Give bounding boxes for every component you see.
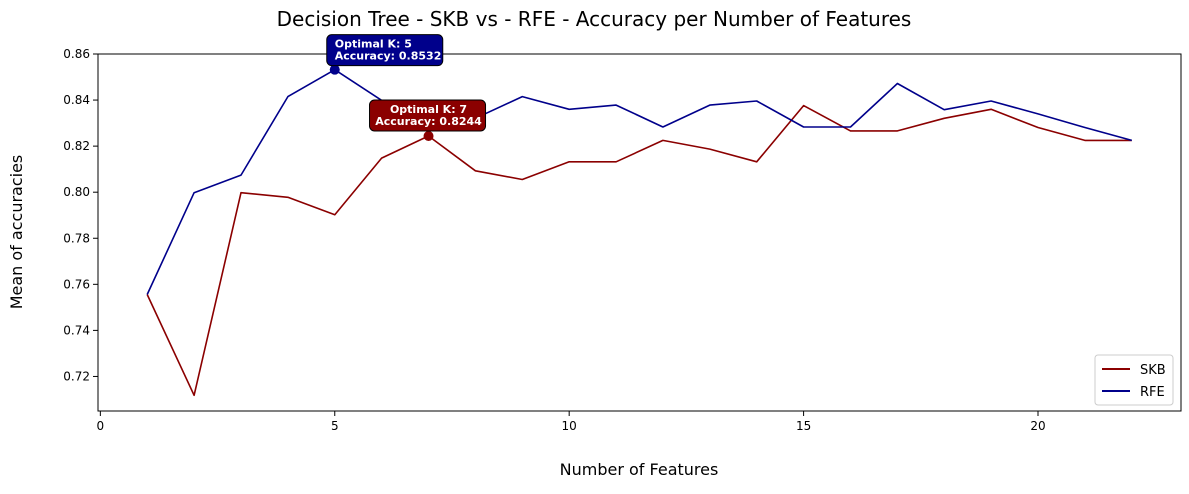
y-tick-label: 0.78 <box>63 231 90 245</box>
legend-label-rfe: RFE <box>1140 385 1165 400</box>
x-tick-label: 15 <box>796 419 811 433</box>
y-tick-label: 0.84 <box>63 93 90 107</box>
y-tick-label: 0.82 <box>63 139 90 153</box>
y-tick-label: 0.86 <box>63 47 90 61</box>
y-tick-label: 0.80 <box>63 185 90 199</box>
y-axis-ticks: 0.72 0.74 0.76 0.78 0.80 0.82 0.84 0.86 <box>63 47 98 383</box>
y-tick-label: 0.76 <box>63 277 90 291</box>
plot-frame <box>97 53 1182 412</box>
plot-area <box>97 53 1182 412</box>
annotation-accuracy: Accuracy: 0.8532 <box>335 50 442 63</box>
optimal-point-skb <box>423 130 434 141</box>
x-axis-label: Number of Features <box>560 460 719 479</box>
legend: SKB RFE <box>1094 354 1174 406</box>
legend-frame <box>1094 354 1174 406</box>
x-tick-label: 10 <box>562 419 577 433</box>
y-tick-label: 0.72 <box>63 369 90 383</box>
annotation-optimal-k: Optimal K: 7 <box>390 103 467 116</box>
annotation-accuracy: Accuracy: 0.8244 <box>375 115 482 128</box>
series-line-skb <box>146 104 1132 397</box>
annotation-box <box>326 34 444 67</box>
chart-title: Decision Tree - SKB vs - RFE - Accuracy … <box>277 7 912 31</box>
x-tick-label: 0 <box>97 419 105 433</box>
series-layer <box>146 68 1133 397</box>
y-axis-label: Mean of accuracies <box>7 155 26 310</box>
annotation-box <box>369 99 487 132</box>
series-line-rfe <box>146 68 1133 295</box>
y-tick-label: 0.74 <box>63 323 90 337</box>
x-tick-label: 5 <box>331 419 339 433</box>
legend-label-skb: SKB <box>1140 363 1166 378</box>
optimal-point-rfe <box>329 64 340 75</box>
x-tick-label: 20 <box>1030 419 1045 433</box>
annotation-optimal-k: Optimal K: 5 <box>335 38 412 51</box>
x-axis-ticks: 0 5 10 15 20 <box>97 411 1046 433</box>
